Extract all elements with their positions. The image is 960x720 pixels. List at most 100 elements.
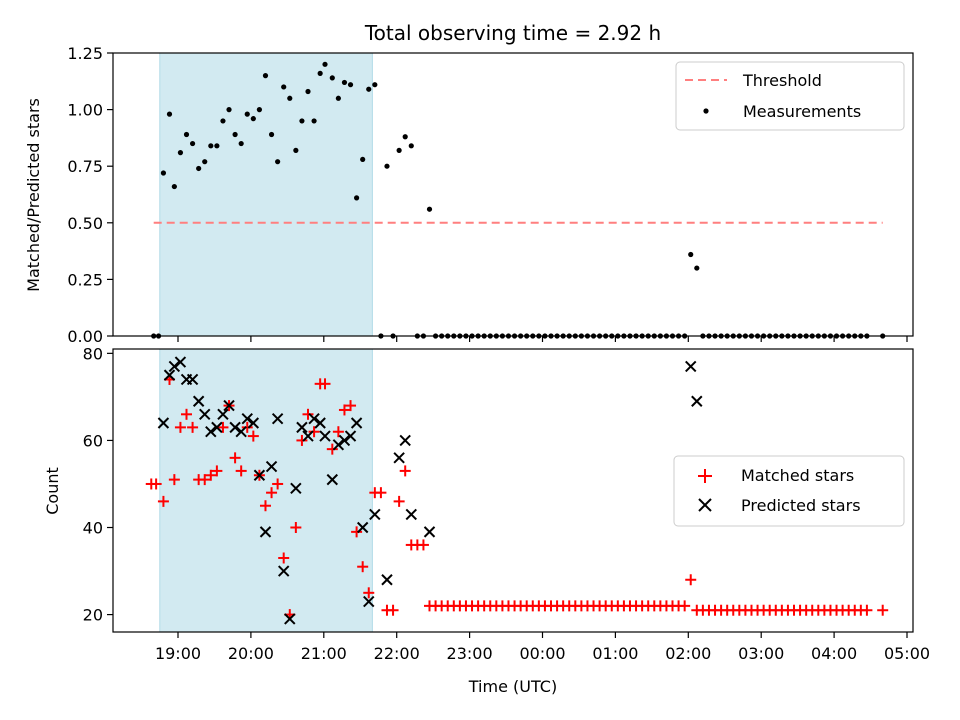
top-y-ticks: 0.00 0.25 0.50 0.75 1.00 1.25: [67, 44, 113, 346]
measurement-point: [366, 86, 372, 92]
y-tick-label: 40: [83, 519, 103, 538]
measurement-point: [183, 131, 190, 138]
matched-star-marker: [235, 465, 247, 477]
matched-star-marker: [211, 465, 223, 477]
measurement-point: [256, 107, 263, 113]
predicted-star-marker: [344, 430, 357, 442]
measurement-point: [250, 116, 256, 122]
measurement-point: [341, 79, 348, 86]
legend-measurements-label: Measurements: [743, 102, 861, 121]
matched-star-marker: [157, 495, 169, 507]
predicted-star-marker: [241, 412, 253, 425]
legend-matched-swatch: [698, 469, 712, 483]
matched-star-marker: [319, 378, 331, 390]
legend-measurements-swatch: [703, 108, 709, 114]
predicted-star-marker: [205, 426, 217, 438]
measurement-point: [317, 70, 323, 76]
predicted-star-marker: [168, 360, 181, 373]
predicted-star-marker: [350, 417, 363, 429]
measurement-point: [354, 195, 360, 201]
predicted-star-marker: [326, 473, 339, 486]
legend-matched-label: Matched stars: [741, 466, 854, 485]
matched-star-marker: [247, 430, 259, 442]
matched-star-marker: [338, 404, 350, 416]
x-tick-label: 02:00: [665, 644, 711, 663]
measurement-point: [208, 143, 214, 149]
measurement-point: [202, 159, 208, 165]
measurement-point: [694, 265, 700, 271]
shaded-span-rect: [159, 348, 373, 633]
matched-star-marker: [150, 478, 162, 490]
measurement-point: [311, 118, 317, 124]
predicted-star-marker: [265, 460, 278, 473]
bottom-y-axis-label: Count: [43, 467, 62, 515]
matched-star-marker: [375, 487, 387, 499]
predicted-star-marker: [393, 452, 405, 464]
y-tick-label: 80: [83, 344, 103, 363]
predicted-star-marker: [399, 434, 411, 447]
measurement-point: [384, 163, 390, 169]
y-tick-label: 1.00: [67, 101, 103, 120]
matched-star-marker: [345, 400, 357, 412]
measurement-point: [408, 143, 414, 149]
predicted-star-marker: [174, 356, 187, 368]
measurement-point: [281, 84, 287, 90]
measurement-point: [160, 170, 167, 176]
predicted-star-marker: [338, 434, 351, 447]
matched-star-marker: [278, 552, 290, 564]
measurement-point: [396, 147, 402, 153]
predicted-star-marker: [211, 421, 223, 434]
matched-star-marker: [217, 421, 229, 433]
measurement-point: [244, 111, 250, 117]
matched-star-marker: [308, 426, 320, 438]
matched-star-marker: [877, 604, 889, 616]
bottom-shaded-span: [159, 348, 373, 633]
top-axes-frame: [112, 52, 914, 337]
measurement-point: [322, 61, 328, 67]
predicted-star-marker: [369, 508, 381, 521]
predicted-star-marker: [235, 426, 247, 438]
predicted-star-marker: [423, 526, 436, 538]
measurement-point: [232, 131, 238, 138]
y-tick-label: 0.00: [67, 327, 103, 346]
measurement-point: [226, 107, 232, 113]
matched-star-marker: [363, 587, 375, 599]
predicted-star-marker: [223, 399, 235, 412]
bottom-y-ticks: 20 40 60 80: [83, 344, 113, 625]
predicted-star-marker: [192, 395, 205, 407]
matched-star-marker: [181, 408, 193, 420]
top-y-axis-label: Matched/Predicted stars: [24, 98, 43, 292]
measurement-point: [214, 143, 220, 149]
x-tick-label: 03:00: [738, 644, 784, 663]
y-tick-label: 60: [83, 431, 103, 450]
y-tick-label: 0.25: [67, 270, 103, 289]
measurement-point: [220, 118, 226, 124]
predicted-star-marker: [290, 482, 302, 495]
predicted-star-marker: [332, 439, 345, 451]
predicted-star-marker: [199, 408, 211, 421]
matched-star-marker: [199, 474, 211, 486]
measurement-point: [238, 140, 244, 147]
measurement-point: [305, 88, 311, 95]
matched-star-marker: [357, 561, 369, 573]
measurement-point: [688, 251, 694, 258]
measurement-point: [287, 95, 293, 101]
measurement-point: [262, 73, 269, 79]
matched-star-marker: [393, 495, 405, 507]
matched-star-marker: [399, 465, 411, 477]
x-axis-label: Time (UTC): [468, 677, 557, 696]
measurement-point: [402, 134, 408, 140]
x-tick-label: 04:00: [811, 644, 857, 663]
x-tick-label: 20:00: [228, 644, 274, 663]
matched-star-marker: [302, 408, 314, 420]
measurement-point: [426, 206, 433, 212]
x-tick-label: 05:00: [884, 644, 930, 663]
y-tick-label: 0.50: [67, 214, 103, 233]
predicted-star-marker: [302, 430, 314, 442]
predicted-star-marker: [381, 574, 393, 586]
predicted-star-marker: [405, 508, 417, 521]
bottom-axes-frame: [112, 348, 914, 633]
x-tick-label: 21:00: [301, 644, 347, 663]
legend-threshold-label: Threshold: [742, 71, 822, 90]
matched-star-marker: [229, 452, 241, 464]
